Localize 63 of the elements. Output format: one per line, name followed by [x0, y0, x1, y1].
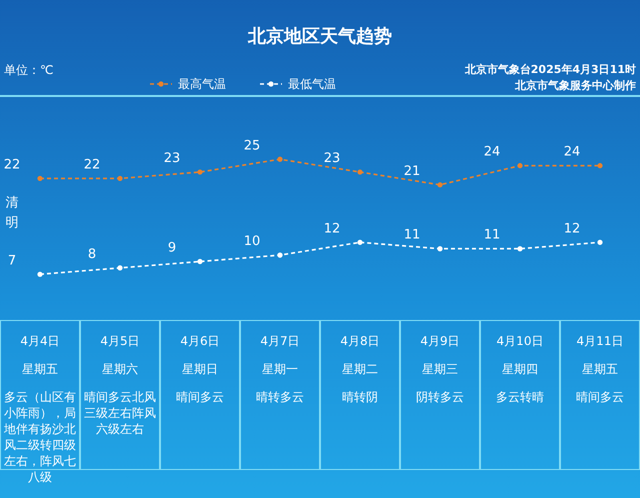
data-label: 12 [324, 221, 340, 236]
data-label: 24 [564, 144, 580, 160]
data-label: 22 [4, 157, 20, 172]
chart-title: 北京地区天气趋势 [246, 25, 393, 48]
x-tick-label: 4月10日 [496, 333, 544, 349]
point [37, 272, 43, 277]
data-label: 24 [484, 144, 500, 160]
text: 星期五 [21, 361, 59, 377]
data-label: 23 [324, 151, 340, 166]
text: 星期五 [581, 361, 619, 377]
data-label: 25 [244, 138, 260, 154]
data-label: 23 [164, 151, 180, 166]
x-tick-label: 4月8日 [339, 333, 381, 349]
point [37, 176, 43, 182]
annotation: 清明 [6, 195, 18, 230]
x-tick-label: 4月6日 [179, 333, 221, 349]
point [597, 163, 603, 168]
data-label: 11 [484, 228, 500, 243]
x-tick-label: 4月11日 [576, 333, 624, 349]
data-label: 11 [404, 228, 420, 243]
text: 星期六 [101, 361, 139, 377]
point [197, 169, 203, 175]
text: 晴转阴 [341, 389, 379, 405]
data-label: 8 [88, 246, 96, 262]
point [437, 246, 443, 252]
data-label: 12 [564, 221, 580, 236]
text: 北京市气象服务中心制作 [515, 78, 636, 93]
x-tick-label: 4月9日 [419, 333, 461, 349]
point [517, 246, 523, 252]
text: 单位：℃ [4, 62, 54, 79]
data-label: 10 [244, 234, 260, 250]
point [117, 176, 123, 182]
point [197, 258, 203, 264]
text: 星期三 [421, 361, 459, 377]
data-label: 7 [8, 253, 16, 268]
text: 星期一 [261, 361, 299, 377]
point [277, 252, 283, 258]
point [517, 163, 523, 168]
text: 晴间多云 [175, 389, 225, 405]
text: 星期四 [501, 361, 539, 377]
data-label: 21 [404, 164, 420, 179]
text: 晴转多云 [255, 389, 305, 405]
legend-label: 最高气温 [178, 77, 226, 91]
point [277, 156, 283, 162]
data-label: 9 [168, 240, 176, 256]
text: 多云（山区有小阵雨），局地伴有扬沙北风二级转四级左右，阵风七八级 [3, 389, 77, 485]
point [437, 182, 443, 188]
text: 晴间多云北风三级左右阵风六级左右 [83, 389, 157, 437]
x-tick-label: 4月4日 [19, 333, 61, 349]
point [117, 265, 123, 270]
data-label: 22 [84, 157, 100, 172]
point [597, 240, 603, 245]
point [357, 240, 363, 245]
text: 北京市气象台2025年4月3日11时 [464, 62, 636, 77]
legend-label: 最低气温 [288, 77, 336, 91]
point [357, 169, 363, 175]
text: 阴转多云 [415, 389, 465, 405]
text: 多云转晴 [495, 389, 545, 405]
text: 星期日 [181, 361, 219, 377]
text: 星期二 [341, 361, 379, 377]
text: 晴间多云 [575, 389, 625, 405]
x-tick-label: 4月5日 [99, 333, 141, 349]
x-tick-label: 4月7日 [259, 333, 301, 349]
